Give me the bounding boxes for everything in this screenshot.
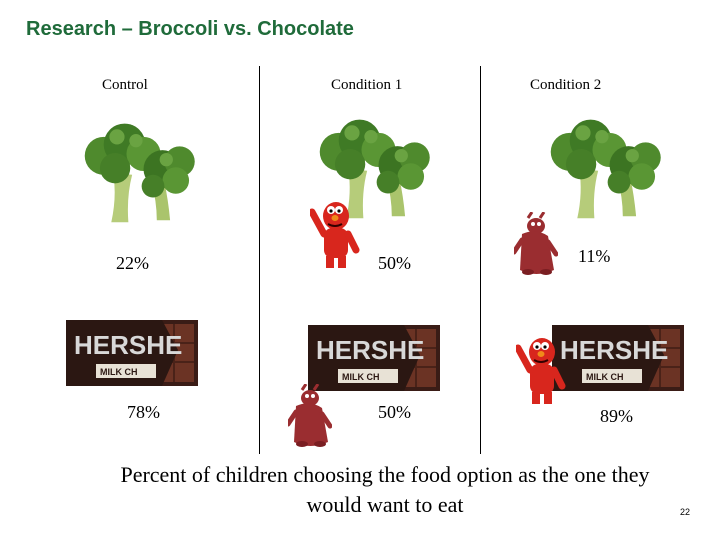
chocolate-brand-text: HERSHE (560, 335, 668, 365)
footer-caption: Percent of children choosing the food op… (120, 462, 650, 517)
condition-2-broccoli-percent: 11% (578, 246, 611, 266)
column-label-condition-1: Condition 1 (331, 77, 403, 93)
condition-2-chocolate-percent: 89% (600, 406, 633, 426)
page-number: 22 (679, 507, 690, 517)
chocolate-bar-image: HERSHE MILK CH (552, 325, 684, 391)
condition-1-chocolate-percent: 50% (378, 402, 411, 422)
chocolate-sub-text: MILK CH (342, 372, 380, 382)
control-chocolate-percent: 78% (127, 402, 160, 422)
unknown-muppet-icon (288, 384, 332, 448)
elmo-icon (310, 194, 360, 270)
chocolate-bar-image: HERSHE MILK CH (308, 325, 440, 391)
broccoli-image (84, 123, 195, 223)
chocolate-bar-image: HERSHE MILK CH (66, 320, 198, 386)
column-divider (480, 66, 481, 454)
column-label-condition-2: Condition 2 (530, 77, 602, 93)
chocolate-sub-text: MILK CH (100, 367, 138, 377)
unknown-muppet-icon (514, 212, 558, 276)
broccoli-image (550, 119, 661, 219)
chocolate-sub-text: MILK CH (586, 372, 624, 382)
slide-title: Research – Broccoli vs. Chocolate (26, 18, 354, 40)
control-broccoli-percent: 22% (116, 253, 149, 273)
column-divider (259, 66, 260, 454)
elmo-icon (516, 330, 566, 406)
condition-1-broccoli-percent: 50% (378, 253, 411, 273)
column-label-control: Control (102, 77, 148, 93)
chocolate-brand-text: HERSHE (316, 335, 424, 365)
chocolate-brand-text: HERSHE (74, 330, 182, 360)
